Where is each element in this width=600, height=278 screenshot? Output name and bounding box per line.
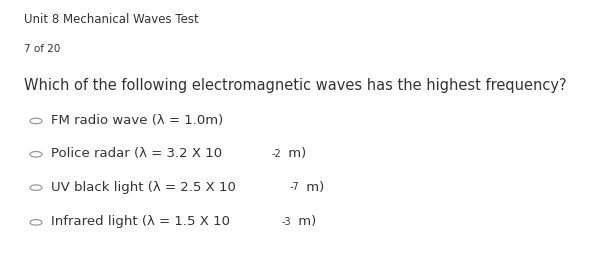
Text: -7: -7	[290, 182, 299, 192]
Text: -3: -3	[282, 217, 292, 227]
Text: Infrared light (λ = 1.5 X 10: Infrared light (λ = 1.5 X 10	[51, 215, 230, 229]
Text: -2: -2	[272, 149, 281, 159]
Text: m): m)	[284, 147, 307, 160]
Text: Which of the following electromagnetic waves has the highest frequency?: Which of the following electromagnetic w…	[24, 78, 566, 93]
Text: m): m)	[302, 181, 325, 194]
Text: 7 of 20: 7 of 20	[24, 44, 61, 54]
Text: Unit 8 Mechanical Waves Test: Unit 8 Mechanical Waves Test	[24, 13, 199, 26]
Text: Police radar (λ = 3.2 X 10: Police radar (λ = 3.2 X 10	[51, 147, 222, 160]
Text: UV black light (λ = 2.5 X 10: UV black light (λ = 2.5 X 10	[51, 181, 236, 194]
Text: m): m)	[295, 215, 317, 229]
Text: FM radio wave (λ = 1.0m): FM radio wave (λ = 1.0m)	[51, 114, 223, 127]
